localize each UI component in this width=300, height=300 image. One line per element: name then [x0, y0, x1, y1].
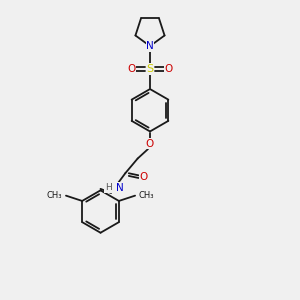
Text: S: S: [146, 64, 154, 74]
Text: CH₃: CH₃: [139, 191, 154, 200]
Text: O: O: [164, 64, 172, 74]
Text: O: O: [146, 139, 154, 149]
Text: N: N: [116, 183, 124, 193]
Text: CH₃: CH₃: [47, 191, 62, 200]
Text: O: O: [128, 64, 136, 74]
Text: O: O: [140, 172, 148, 182]
Text: H: H: [105, 184, 111, 193]
Text: N: N: [146, 41, 154, 51]
